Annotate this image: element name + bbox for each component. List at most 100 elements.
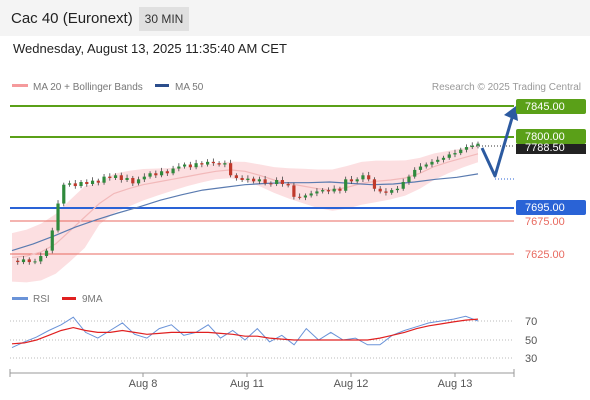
x-label-aug11: Aug 11 (230, 378, 264, 390)
candle-body (476, 143, 480, 146)
candle-body (390, 190, 394, 193)
ma20-line (11, 153, 479, 258)
scenario-arrowhead (504, 106, 518, 121)
candle-body (395, 188, 400, 191)
bollinger-band (12, 145, 478, 283)
candle-body (309, 193, 313, 196)
candle-body (16, 260, 20, 263)
ma50-line (11, 173, 479, 252)
candle-body (194, 163, 198, 168)
candle-body (159, 171, 164, 176)
candle-body (321, 190, 325, 192)
ma9-legend-label: 9MA (82, 294, 103, 305)
candle-body (384, 191, 388, 193)
candle-body (470, 145, 474, 148)
candle-body (125, 177, 129, 180)
candle-body (90, 180, 95, 185)
candle-body (234, 175, 238, 178)
candle-body (108, 176, 112, 178)
candle-body (62, 184, 66, 204)
candle-body (200, 163, 204, 165)
scenario-arrow (480, 117, 514, 178)
candle-body (56, 203, 60, 231)
candle-body (447, 154, 451, 158)
candle-body (182, 164, 187, 167)
r1-price-label: 7800.00 (525, 131, 565, 143)
candle-body (27, 259, 31, 263)
candles (16, 141, 480, 265)
candle-body (131, 177, 135, 184)
candle-body (73, 183, 77, 187)
instrument-title: Cac 40 (Euronext) (11, 10, 133, 27)
candle-body (453, 153, 457, 155)
chart-header: Cac 40 (Euronext) 30 MIN (0, 0, 590, 36)
candle-body (113, 175, 118, 178)
candle-body (326, 190, 331, 192)
chart-datetime: Wednesday, August 13, 2025 11:35:40 AM C… (13, 41, 287, 56)
candle-body (292, 185, 296, 197)
candle-body (33, 261, 37, 263)
candle-body (418, 166, 423, 170)
candle-body (459, 149, 463, 154)
candle-body (303, 195, 308, 198)
candle-body (240, 177, 244, 180)
timeframe-badge[interactable]: 30 MIN (139, 7, 189, 31)
candle-body (269, 183, 273, 185)
candle-body (257, 179, 261, 182)
candle-body (332, 188, 336, 192)
candle-body (372, 179, 377, 189)
candle-body (229, 163, 233, 176)
candle-body (44, 250, 49, 257)
candle-body (119, 175, 123, 180)
candle-body (436, 159, 440, 162)
candle-body (413, 169, 417, 177)
candle-body (298, 196, 302, 198)
candle-body (165, 171, 169, 174)
r1-price-tag (516, 129, 586, 144)
candle-body (206, 161, 210, 165)
ma20-legend-swatch (12, 84, 28, 87)
candle-body (252, 178, 256, 182)
candle-body (171, 168, 175, 174)
candle-body (246, 178, 250, 180)
candle-body (79, 182, 83, 187)
candle-body (102, 176, 106, 183)
rsi-tick-70: 70 (525, 316, 537, 328)
ma9-line (11, 318, 479, 345)
candle-body (136, 179, 141, 184)
candle-body (407, 176, 411, 183)
r2-price-label: 7845.00 (525, 101, 565, 113)
s1-price-label: 7675.00 (525, 216, 565, 228)
x-label-aug12: Aug 12 (334, 378, 369, 390)
candle-body (21, 259, 26, 263)
candle-body (148, 173, 152, 177)
candle-body (349, 179, 354, 182)
candle-body (441, 157, 446, 160)
candle-body (338, 188, 342, 191)
candle-body (67, 183, 72, 185)
x-label-aug13: Aug 13 (438, 378, 473, 390)
pivot-price-label: 7695.00 (525, 202, 565, 214)
candle-body (263, 179, 267, 184)
s2-price-label: 7625.00 (525, 249, 565, 261)
candle-body (367, 175, 371, 180)
candle-body (286, 184, 290, 186)
candle-body (217, 163, 221, 165)
candle-body (361, 175, 365, 180)
pivot-price-tag (516, 200, 586, 215)
candle-body (50, 230, 54, 251)
current-price-tag (516, 144, 586, 154)
candle-body (344, 179, 348, 191)
candle-body (85, 182, 89, 185)
ma9-legend-swatch (62, 297, 76, 300)
rsi-line (11, 315, 479, 349)
candle-body (154, 173, 158, 176)
candle-body (188, 164, 192, 168)
r2-price-tag (516, 99, 586, 114)
candle-body (39, 256, 43, 262)
candle-body (177, 166, 181, 169)
candle-body (401, 182, 405, 189)
candle-body (142, 176, 146, 180)
